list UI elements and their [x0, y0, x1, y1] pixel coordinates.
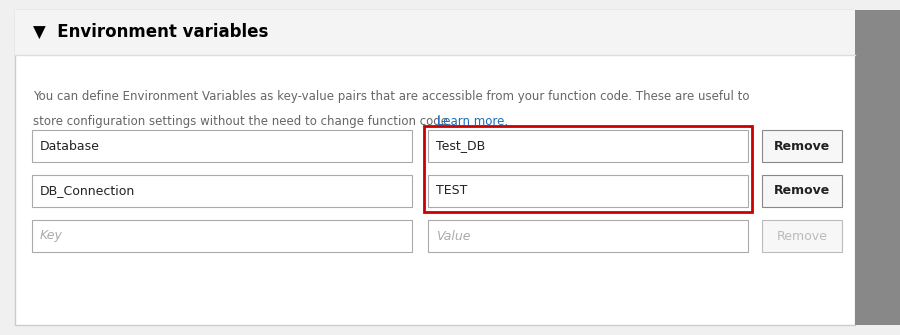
Text: ▼  Environment variables: ▼ Environment variables	[33, 23, 268, 41]
Text: TEST: TEST	[436, 185, 467, 198]
Bar	[428, 220, 748, 252]
Text: Test_DB: Test_DB	[436, 139, 485, 152]
Text: Remove: Remove	[777, 229, 827, 243]
Text: Learn more.: Learn more.	[437, 115, 508, 128]
Text: Value: Value	[436, 229, 471, 243]
Bar	[762, 220, 842, 252]
Bar	[762, 175, 842, 207]
Text: DB_Connection: DB_Connection	[40, 185, 135, 198]
Text: Key: Key	[40, 229, 63, 243]
Text: You can define Environment Variables as key-value pairs that are accessible from: You can define Environment Variables as …	[33, 90, 750, 103]
Bar	[855, 10, 900, 325]
Bar	[32, 175, 412, 207]
Bar	[15, 10, 855, 55]
Text: Remove: Remove	[774, 185, 830, 198]
Bar	[762, 130, 842, 162]
Bar	[428, 175, 748, 207]
Bar	[424, 126, 752, 212]
Bar	[428, 130, 748, 162]
Text: Remove: Remove	[774, 139, 830, 152]
Text: store configuration settings without the need to change function code.: store configuration settings without the…	[33, 115, 452, 128]
Bar	[32, 130, 412, 162]
Text: Database: Database	[40, 139, 100, 152]
Bar	[32, 220, 412, 252]
